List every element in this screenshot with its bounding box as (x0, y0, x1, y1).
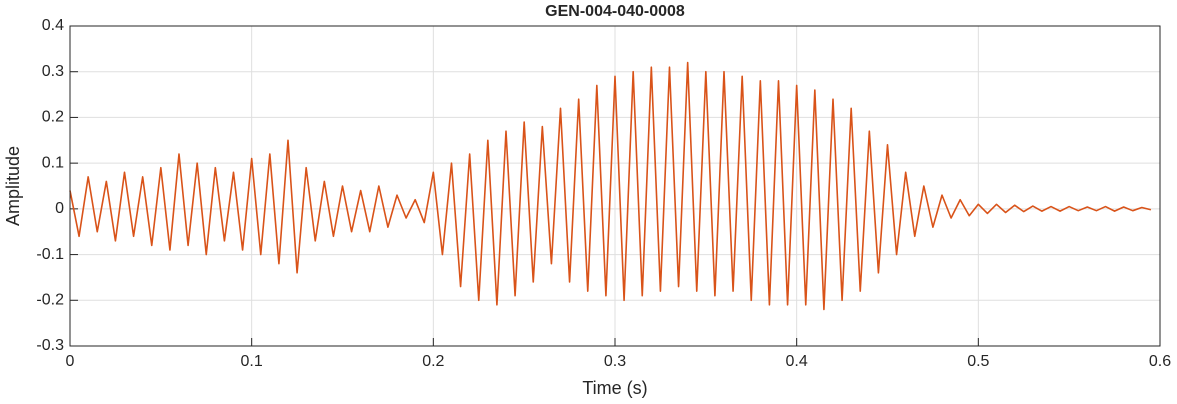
y-tick-label: 0.3 (42, 63, 64, 80)
x-tick-label: 0 (66, 353, 75, 370)
x-tick-label: 0.2 (422, 353, 444, 370)
x-tick-label: 0.4 (786, 353, 808, 370)
y-tick-label: -0.3 (36, 337, 64, 354)
y-tick-label: 0.1 (42, 154, 64, 171)
y-tick-label: 0 (55, 200, 64, 217)
y-tick-label: -0.1 (36, 246, 64, 263)
y-tick-label: -0.2 (36, 292, 64, 309)
y-tick-label: 0.4 (42, 17, 64, 34)
x-tick-label: 0.3 (604, 353, 626, 370)
x-axis-label: Time (s) (582, 378, 647, 398)
plot-frame (69, 25, 1161, 347)
x-tick-label: 0.5 (967, 353, 989, 370)
waveform-line (69, 61, 1152, 311)
y-axis-label: Amplitude (3, 146, 23, 226)
x-tick-label: 0.1 (241, 353, 263, 370)
x-tick-label: 0.6 (1149, 353, 1171, 370)
chart-title: GEN-004-040-0008 (545, 3, 685, 20)
y-tick-label: 0.2 (42, 109, 64, 126)
